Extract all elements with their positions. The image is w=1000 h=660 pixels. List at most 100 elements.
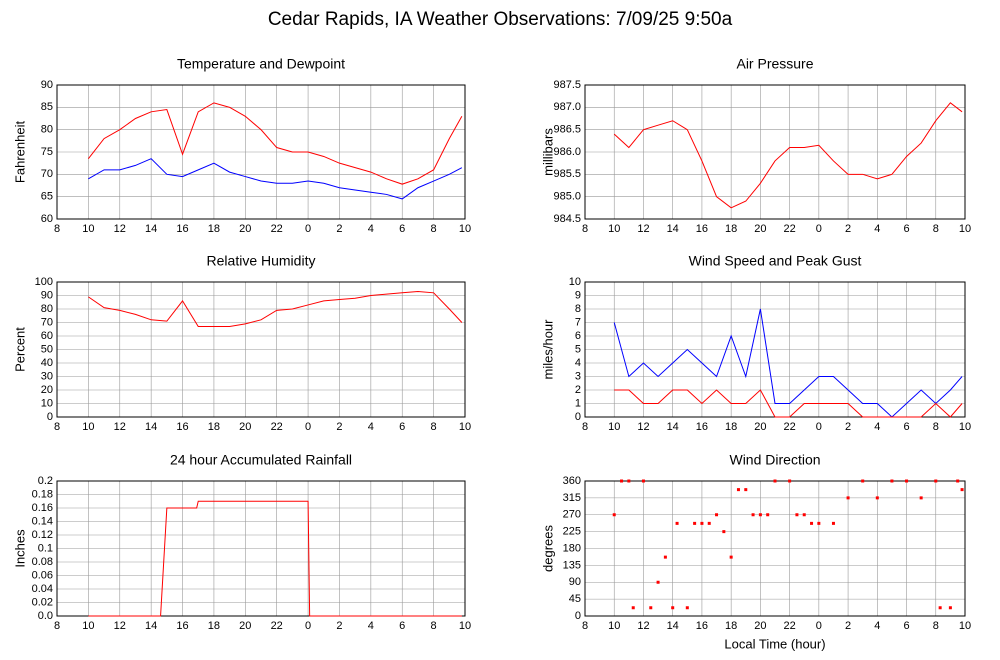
- y-tick-label: 60: [41, 213, 53, 225]
- x-tick-label: 20: [239, 620, 251, 632]
- y-tick-label: 7: [575, 316, 581, 328]
- x-tick-label: 4: [874, 620, 880, 632]
- chart-title: Temperature and Dewpoint: [177, 56, 345, 72]
- data-point: [663, 555, 667, 559]
- y-tick-label: 315: [563, 492, 581, 504]
- x-tick-label: 10: [608, 421, 620, 433]
- chart-title: Wind Direction: [729, 452, 820, 468]
- data-point: [773, 479, 777, 483]
- y-tick-label: 0.08: [32, 556, 53, 568]
- y-tick-label: 270: [563, 509, 581, 521]
- x-tick-label: 18: [208, 421, 220, 433]
- y-tick-label: 90: [41, 79, 53, 91]
- y-tick-label: 3: [575, 370, 581, 382]
- x-tick-label: 18: [725, 421, 737, 433]
- y-axis-label: Inches: [12, 529, 27, 568]
- data-line: [88, 158, 463, 200]
- y-tick-label: 0: [575, 610, 581, 622]
- y-tick-label: 0.04: [32, 583, 53, 595]
- data-point: [620, 479, 624, 483]
- x-tick-label: 16: [696, 620, 708, 632]
- data-point: [736, 488, 740, 492]
- x-tick-label: 20: [754, 223, 766, 235]
- plot-frame: [56, 281, 466, 418]
- x-tick-label: 14: [667, 223, 679, 235]
- data-point: [802, 513, 806, 517]
- x-tick-label: 8: [431, 620, 437, 632]
- x-tick-label: 6: [903, 223, 909, 235]
- chart-title: 24 hour Accumulated Rainfall: [170, 452, 352, 468]
- y-tick-label: 360: [563, 475, 581, 487]
- data-point: [875, 496, 879, 500]
- x-tick-label: 22: [783, 223, 795, 235]
- x-tick-label: 2: [336, 421, 342, 433]
- y-axis-label: millibars: [540, 128, 555, 176]
- x-tick-label: 8: [582, 620, 588, 632]
- y-tick-label: 5: [575, 343, 581, 355]
- data-line: [614, 389, 963, 418]
- data-point: [766, 513, 770, 517]
- y-axis-label: degrees: [540, 525, 555, 572]
- x-tick-label: 10: [959, 421, 971, 433]
- data-point: [960, 488, 964, 492]
- data-point: [795, 513, 799, 517]
- data-point: [722, 530, 726, 534]
- x-tick-label: 20: [239, 223, 251, 235]
- y-tick-label: 4: [575, 357, 581, 369]
- x-tick-label: 18: [208, 620, 220, 632]
- data-point: [641, 479, 645, 483]
- x-tick-label: 8: [54, 620, 60, 632]
- x-tick-label: 2: [336, 620, 342, 632]
- y-tick-label: 1: [575, 397, 581, 409]
- data-line: [87, 102, 463, 185]
- x-tick-label: 14: [145, 223, 157, 235]
- x-tick-label: 8: [933, 223, 939, 235]
- data-line: [88, 290, 463, 328]
- x-tick-label: 10: [608, 223, 620, 235]
- y-tick-label: 80: [41, 303, 53, 315]
- x-tick-label: 20: [239, 421, 251, 433]
- x-tick-label: 4: [874, 421, 880, 433]
- x-tick-label: 14: [145, 620, 157, 632]
- y-tick-label: 85: [41, 101, 53, 113]
- y-tick-label: 70: [41, 168, 53, 180]
- data-point: [948, 606, 952, 610]
- x-tick-label: 6: [903, 620, 909, 632]
- y-tick-label: 0: [47, 411, 53, 423]
- data-point: [788, 479, 792, 483]
- data-point: [810, 521, 814, 525]
- x-tick-label: 0: [816, 223, 822, 235]
- y-tick-label: 0.1: [38, 542, 53, 554]
- y-tick-label: 40: [41, 357, 53, 369]
- y-tick-label: 30: [41, 370, 53, 382]
- data-point: [685, 606, 689, 610]
- x-tick-label: 10: [608, 620, 620, 632]
- x-tick-label: 8: [431, 223, 437, 235]
- y-tick-label: 10: [41, 397, 53, 409]
- x-tick-label: 14: [145, 421, 157, 433]
- data-line: [613, 102, 963, 209]
- x-tick-label: 2: [336, 223, 342, 235]
- y-tick-label: 80: [41, 124, 53, 136]
- y-tick-label: 8: [575, 303, 581, 315]
- x-tick-label: 4: [368, 223, 374, 235]
- y-tick-label: 0: [575, 411, 581, 423]
- data-point: [938, 606, 942, 610]
- x-tick-label: 8: [54, 421, 60, 433]
- x-tick-label: 4: [874, 223, 880, 235]
- y-tick-label: 986.0: [553, 146, 581, 158]
- x-tick-label: 2: [845, 620, 851, 632]
- y-tick-label: 985.0: [553, 191, 581, 203]
- x-tick-label: 16: [176, 421, 188, 433]
- data-point: [751, 513, 755, 517]
- x-tick-label: 12: [114, 223, 126, 235]
- x-tick-label: 8: [431, 421, 437, 433]
- data-point: [631, 606, 635, 610]
- x-tick-label: 16: [696, 421, 708, 433]
- data-point: [934, 479, 938, 483]
- y-tick-label: 45: [569, 593, 581, 605]
- x-tick-label: 6: [399, 223, 405, 235]
- x-tick-label: 10: [82, 223, 94, 235]
- data-point: [758, 513, 762, 517]
- data-point: [715, 513, 719, 517]
